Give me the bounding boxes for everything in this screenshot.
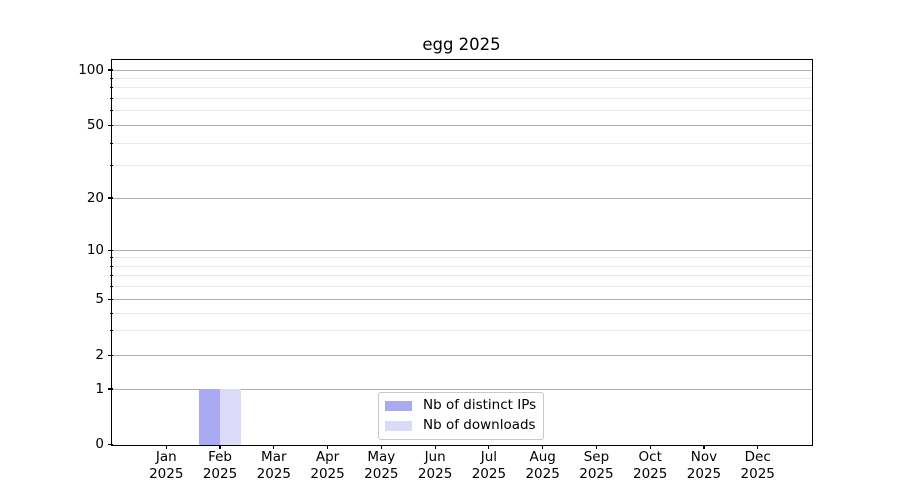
x-tick-jul <box>488 444 490 449</box>
x-tick-feb <box>219 444 221 449</box>
y-gridline-minor-60 <box>112 110 812 112</box>
y-gridline-minor-8 <box>112 265 812 267</box>
y-minor-tick-40 <box>109 142 113 144</box>
y-tick-5 <box>107 298 113 301</box>
y-tick-label-2: 2 <box>95 347 104 363</box>
legend-swatch-distinct-ips <box>385 400 412 411</box>
y-gridline-major-50 <box>112 125 812 126</box>
x-tick-label-mar: Mar 2025 <box>256 449 291 482</box>
y-tick-100 <box>107 69 113 71</box>
y-minor-tick-60 <box>109 110 113 112</box>
x-tick-jan <box>165 444 167 449</box>
y-tick-20 <box>107 197 113 199</box>
y-minor-tick-80 <box>109 87 113 89</box>
x-tick-label-jun: Jun 2025 <box>417 449 453 482</box>
chart-title: egg 2025 <box>422 35 501 54</box>
y-tick-2 <box>107 354 113 357</box>
x-tick-mar <box>273 444 275 449</box>
y-tick-label-20: 20 <box>86 189 104 206</box>
y-gridline-minor-4 <box>112 312 812 314</box>
y-minor-tick-70 <box>109 98 113 100</box>
x-tick-nov <box>703 444 705 449</box>
y-gridline-major-10 <box>112 250 812 251</box>
y-gridline-minor-7 <box>112 275 812 277</box>
legend-label-distinct-ips: Nb of distinct IPs <box>423 397 537 413</box>
y-minor-tick-9 <box>109 257 113 259</box>
y-minor-tick-7 <box>109 275 113 277</box>
bar-distinct-ips-feb-2025 <box>199 389 221 445</box>
y-minor-tick-8 <box>109 265 113 267</box>
y-tick-label-50: 50 <box>86 117 104 133</box>
y-gridline-minor-70 <box>112 98 812 100</box>
y-gridline-major-1 <box>112 388 812 390</box>
legend-swatch-downloads <box>385 420 412 431</box>
legend-item-downloads: Nb of downloads <box>385 417 536 434</box>
y-gridline-minor-40 <box>112 142 812 144</box>
x-tick-label-may: May 2025 <box>364 449 399 482</box>
x-tick-label-oct: Oct 2025 <box>633 449 668 482</box>
x-tick-label-nov: Nov 2025 <box>686 449 722 482</box>
y-gridline-minor-90 <box>112 77 812 79</box>
y-gridline-major-2 <box>112 355 812 356</box>
x-tick-jun <box>434 444 436 449</box>
y-gridline-minor-80 <box>112 87 812 89</box>
x-tick-label-jan: Jan 2025 <box>149 449 184 482</box>
x-tick-sep <box>595 444 597 449</box>
y-tick-0 <box>107 443 113 446</box>
y-tick-label-5: 5 <box>95 291 104 307</box>
x-tick-oct <box>649 444 651 449</box>
y-tick-label-1: 1 <box>95 380 104 397</box>
x-tick-apr <box>326 444 329 449</box>
x-tick-may <box>380 444 382 449</box>
y-gridline-minor-6 <box>112 286 812 288</box>
y-tick-10 <box>107 249 113 252</box>
legend-item-distinct-ips: Nb of distinct IPs <box>385 397 537 414</box>
legend: Nb of distinct IPs Nb of downloads <box>378 392 544 440</box>
y-gridline-major-5 <box>112 299 812 300</box>
x-tick-label-apr: Apr 2025 <box>310 449 345 482</box>
y-minor-tick-6 <box>109 286 113 288</box>
y-tick-label-0: 0 <box>95 436 104 452</box>
x-tick-label-dec: Dec 2025 <box>740 449 775 482</box>
y-gridline-minor-30 <box>112 165 812 167</box>
y-minor-tick-4 <box>109 312 113 314</box>
y-tick-1 <box>107 388 113 390</box>
x-tick-label-aug: Aug 2025 <box>525 449 560 482</box>
x-tick-label-sep: Sep 2025 <box>579 449 614 482</box>
y-tick-50 <box>107 124 113 127</box>
y-gridline-major-20 <box>112 197 812 199</box>
y-minor-tick-90 <box>109 77 113 79</box>
x-tick-label-jul: Jul 2025 <box>471 449 507 482</box>
x-tick-dec <box>757 444 759 449</box>
y-tick-label-100: 100 <box>78 61 104 78</box>
y-minor-tick-3 <box>109 330 113 332</box>
y-gridline-major-100 <box>112 69 812 71</box>
legend-label-downloads: Nb of downloads <box>423 417 536 433</box>
y-gridline-minor-3 <box>112 330 812 332</box>
y-gridline-minor-9 <box>112 257 812 259</box>
x-tick-label-feb: Feb 2025 <box>202 449 238 482</box>
y-tick-label-10: 10 <box>86 242 104 258</box>
y-minor-tick-30 <box>109 165 113 167</box>
x-tick-aug <box>542 444 544 449</box>
bar-downloads-feb-2025 <box>220 389 242 445</box>
